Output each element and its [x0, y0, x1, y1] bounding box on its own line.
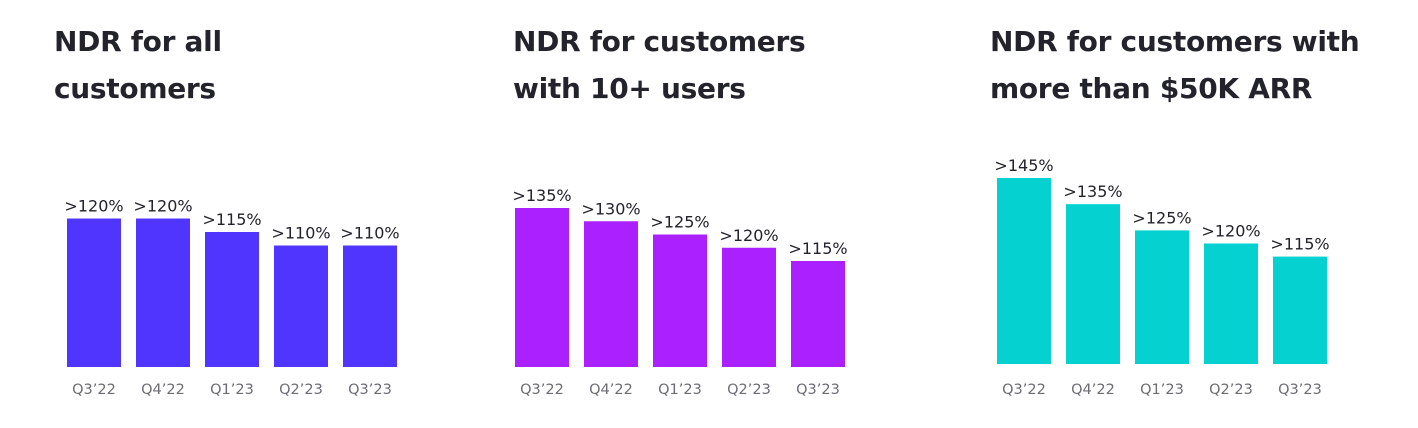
x-tick-label: Q1’23: [1140, 382, 1184, 398]
chart-title: NDR for customers with 10+ users: [513, 25, 806, 105]
bar-chart-over-50k-arr: >145% Q3’22 >135% Q4’22 >125% Q1’23 >120% Q2’23…: [994, 156, 1329, 398]
x-tick-label: Q2’23: [279, 382, 323, 398]
chart-title: NDR for customers with more than $50K AR…: [990, 25, 1360, 105]
bar-2: [136, 218, 190, 367]
bar-chart-all-customers: >120% Q3’22 >120% Q4’22 >115% Q1’23 >110% Q2’23…: [64, 197, 399, 399]
bar-value-label: >145%: [994, 156, 1053, 175]
bar-value-label: >125%: [1132, 208, 1191, 227]
bar-value-label: >135%: [1063, 182, 1122, 201]
bar-4: [722, 247, 776, 367]
x-tick-label: Q4’22: [1071, 382, 1115, 398]
bar-2: [584, 221, 638, 367]
bar-5: [1273, 256, 1327, 364]
x-tick-label: Q3’23: [1278, 382, 1322, 398]
bar-3: [1135, 230, 1189, 364]
bar-value-label: >115%: [788, 239, 847, 258]
bar-value-label: >120%: [1201, 221, 1260, 240]
bar-1: [67, 218, 121, 367]
bar-value-label: >110%: [340, 224, 399, 243]
bar-1: [997, 177, 1051, 364]
bar-3: [653, 234, 707, 367]
x-tick-label: Q4’22: [589, 382, 633, 398]
bar-value-label: >120%: [133, 197, 192, 216]
x-tick-label: Q3’22: [72, 382, 116, 398]
bar-value-label: >125%: [650, 213, 709, 232]
bar-value-label: >110%: [271, 224, 330, 243]
bar-4: [1204, 243, 1258, 364]
bar-5: [791, 261, 845, 367]
bar-value-label: >120%: [719, 226, 778, 245]
bar-chart-10-plus-users: >135% Q3’22 >130% Q4’22 >125% Q1’23 >120% Q2’23…: [512, 186, 847, 398]
x-tick-label: Q1’23: [210, 382, 254, 398]
x-tick-label: Q2’23: [1209, 382, 1253, 398]
bar-5: [343, 245, 397, 367]
bar-value-label: >115%: [202, 210, 261, 229]
bar-value-label: >135%: [512, 186, 571, 205]
x-tick-label: Q4’22: [141, 382, 185, 398]
bar-4: [274, 245, 328, 367]
chart-title: NDR for all customers: [54, 25, 222, 105]
bar-1: [515, 208, 569, 367]
bar-value-label: >130%: [581, 199, 640, 218]
x-tick-label: Q3’22: [1002, 382, 1046, 398]
x-tick-label: Q3’23: [796, 382, 840, 398]
bar-3: [205, 232, 259, 367]
bar-2: [1066, 204, 1120, 364]
bar-value-label: >115%: [1270, 235, 1329, 254]
x-tick-label: Q1’23: [658, 382, 702, 398]
bar-value-label: >120%: [64, 197, 123, 216]
x-tick-label: Q2’23: [727, 382, 771, 398]
x-tick-label: Q3’23: [348, 382, 392, 398]
x-tick-label: Q3’22: [520, 382, 564, 398]
